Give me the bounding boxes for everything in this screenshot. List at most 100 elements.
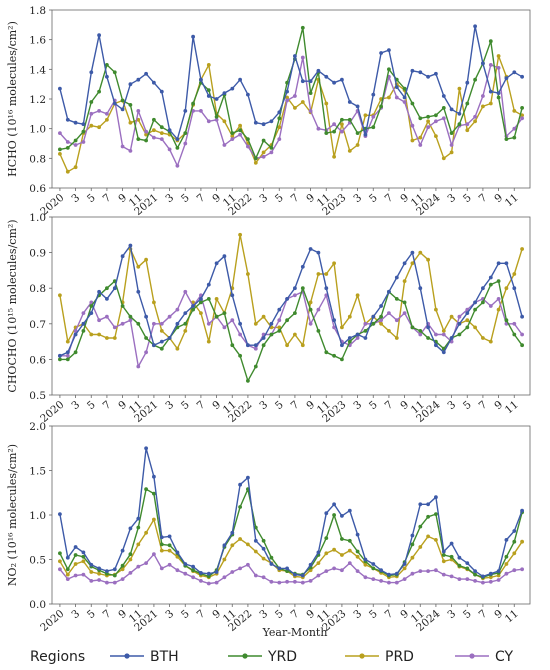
data-point [512,332,517,337]
data-point [371,566,376,571]
data-point [520,116,524,121]
data-point [136,77,141,82]
data-point [481,61,485,66]
data-point [238,332,243,337]
data-point [199,77,203,82]
x-tick-label: 3 [445,399,458,412]
y-tick-label: 0.5 [29,555,46,567]
data-point [418,135,423,140]
data-point [230,570,235,574]
series-prd [58,517,524,581]
data-point [308,579,313,583]
data-point [488,89,493,94]
data-point [285,98,289,103]
data-point [81,140,86,144]
x-tick-label: 5 [367,192,380,205]
y-axis-label: NO₂ (10¹⁶ molecules/cm²) [6,444,19,586]
data-point [152,552,156,557]
data-point [387,289,391,294]
data-point [285,318,289,323]
y-tick-label: 0.9 [29,248,46,260]
data-point [253,549,258,554]
data-point [371,314,376,319]
data-point [488,579,493,584]
series-line-cy [59,56,523,167]
data-point [316,272,321,276]
data-point [387,95,391,100]
x-tick-label: 5 [273,192,286,205]
data-point [441,553,446,557]
data-point [426,534,430,539]
data-point [418,332,423,337]
data-point [144,71,149,76]
x-tick-label: 5 [179,192,192,205]
data-point [89,100,94,104]
data-point [473,579,477,583]
data-point [371,577,376,581]
data-point [159,346,164,351]
x-tick-label: 7 [101,399,114,412]
data-point [434,343,438,348]
x-tick-label: 9 [492,192,505,205]
data-point [293,579,297,584]
data-point [128,557,133,562]
data-point [285,80,289,85]
data-point [167,147,172,152]
x-tick-label: 11 [503,192,521,210]
data-point [473,119,477,124]
data-point [65,357,70,362]
data-point [159,329,164,333]
data-point [300,100,305,104]
data-point [277,116,282,121]
legend-item-cy: CY [455,649,514,665]
data-point [238,132,243,137]
data-point [183,109,188,113]
data-point [261,336,266,340]
data-point [285,579,289,584]
data-point [136,264,141,269]
x-tick-label: 5 [461,192,474,205]
x-tick-label: 9 [116,192,129,205]
x-tick-label: 7 [101,608,114,621]
data-point [97,125,101,130]
data-point [332,122,336,127]
data-point [128,314,133,319]
data-point [152,80,156,85]
data-point [120,107,125,112]
data-point [159,542,164,547]
data-point [449,574,454,579]
data-point [152,343,156,348]
data-point [175,321,180,326]
data-point [347,339,352,344]
data-point [394,571,399,576]
data-point [269,119,274,124]
data-point [246,137,250,142]
data-point [504,137,509,142]
data-point [441,94,446,98]
x-tick-label: 3 [257,192,270,205]
data-point [238,232,243,237]
data-point [387,329,391,333]
data-point [520,332,524,337]
data-point [222,311,227,315]
data-point [371,92,376,97]
x-tick-label: 5 [179,399,192,412]
data-point [387,580,391,585]
data-point [340,129,344,134]
data-point [347,538,352,543]
data-point [496,279,501,283]
data-point [520,343,524,348]
data-point [277,318,282,323]
data-point [347,149,352,153]
data-point [73,329,78,333]
series-line-prd [59,234,523,350]
x-tick-label: 5 [85,608,98,621]
data-point [340,537,344,541]
data-point [340,117,344,122]
data-point [112,325,117,330]
data-point [105,74,109,79]
x-tick-label: 7 [383,399,396,412]
y-tick-label: 1.0 [29,510,46,522]
data-point [167,534,172,539]
series-line-bth [59,244,523,357]
